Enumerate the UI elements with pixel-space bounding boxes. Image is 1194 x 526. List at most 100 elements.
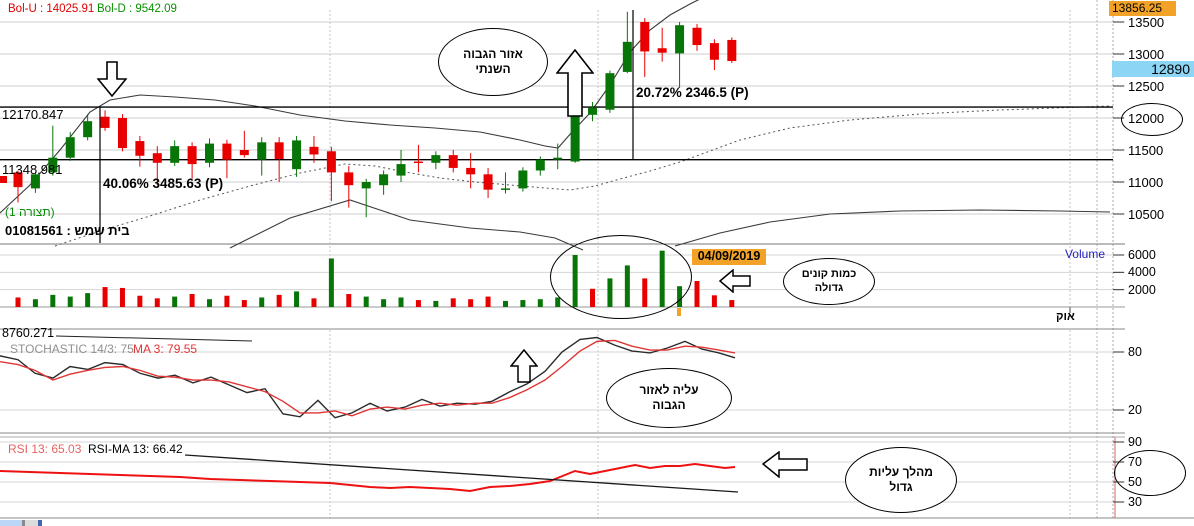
period-high-price-badge: 13856.25 (1109, 1, 1176, 16)
annotation-ellipse-rsi-move[interactable]: מהלך עליות גדול (845, 447, 957, 513)
volume-bar (520, 300, 526, 307)
price-marker-tick (0, 176, 7, 183)
volume-bar (363, 296, 369, 307)
stoch-tick-label: 80 (1128, 345, 1142, 359)
candle-body (239, 150, 249, 156)
candle-body (30, 174, 40, 189)
candle-body (553, 157, 563, 160)
candle-body (257, 142, 267, 160)
horizontal-scrollbar-thumb-edge[interactable] (22, 520, 25, 526)
volume-bar (694, 281, 700, 307)
month-axis-label: אוק (1056, 311, 1075, 323)
annotation-ellipse-buyers[interactable]: כמות קונים גדולה (783, 258, 875, 305)
up-arrow-annotation[interactable] (556, 49, 594, 117)
candle-body (448, 155, 458, 168)
volume-bar (311, 298, 317, 307)
left-arrow-rsi-annotation[interactable] (762, 451, 808, 478)
rsi-tick-label: 70 (1128, 455, 1142, 469)
volume-bar (276, 294, 282, 307)
chart-config-label: (תצורה 1) (5, 205, 55, 219)
horizontal-scrollbar-track[interactable] (0, 520, 22, 526)
candle-body (274, 142, 284, 159)
volume-bar (207, 299, 213, 307)
candle-body (675, 25, 685, 54)
candle-body (640, 22, 650, 52)
candle-body (361, 182, 371, 189)
annotation-ellipse-high-zone[interactable]: אזור הגבוה השנתי (438, 28, 548, 96)
volume-bar (711, 295, 717, 307)
up-arrow-shape (510, 349, 538, 383)
instrument-name-label: בית שמש : 01081561 (5, 223, 130, 238)
selected-date-tick (677, 308, 681, 316)
candle-body (396, 164, 406, 176)
volume-bar (85, 293, 91, 307)
stochastic-line (0, 336, 736, 419)
volume-tick-label: 6000 (1128, 248, 1156, 262)
candle-body (135, 141, 145, 156)
candle-body (292, 140, 302, 170)
volume-bar (241, 300, 247, 307)
rsi-tick-label: 90 (1128, 435, 1142, 449)
volume-bar (189, 294, 195, 307)
stoch-trendline (55, 335, 253, 342)
stochastic-ma-line (0, 339, 736, 417)
volume-bar (468, 299, 474, 307)
last-price-badge: 12890 (1112, 61, 1194, 77)
horizontal-scrollbar-thumb[interactable] (25, 520, 38, 526)
candle-body (692, 27, 702, 46)
annotation-ellipse-12000-tick[interactable] (1121, 103, 1183, 136)
candle-body (727, 39, 737, 62)
candle-body (309, 146, 319, 155)
candle-body (588, 107, 598, 115)
annotation-text: גדול (889, 480, 913, 494)
volume-bar (172, 296, 178, 307)
horizontal-scrollbar-thumb-edge[interactable] (38, 520, 42, 526)
annotation-text: מהלך עליות (869, 465, 933, 479)
price-tick-label: 13500 (1128, 15, 1165, 30)
candle-body (326, 151, 336, 173)
volume-bar (67, 296, 73, 307)
stoch-tick-label: 20 (1128, 403, 1142, 417)
annotation-ellipse-rsi-ticks[interactable] (1114, 450, 1186, 496)
volume-bar (102, 287, 108, 307)
annotation-text: גדולה (814, 281, 844, 294)
volume-bar (398, 297, 404, 307)
volume-bar (555, 297, 561, 307)
volume-bar (50, 294, 56, 307)
volume-bar (32, 299, 38, 307)
rsi-tick-label: 50 (1128, 475, 1142, 489)
volume-tick-label: 4000 (1128, 265, 1156, 280)
annotation-ellipse-stoch-rise[interactable]: עליה לאזור הגבוה (606, 368, 732, 428)
down-arrow-annotation[interactable] (97, 61, 127, 97)
candle-body (13, 172, 23, 188)
level-lower-label: 11348.981 (2, 162, 63, 177)
volume-bar (154, 298, 160, 307)
candle-body (170, 146, 180, 163)
volume-bar (537, 299, 543, 307)
annotation-ellipse-volume-circle[interactable] (550, 235, 692, 319)
up-arrow-stoch-annotation[interactable] (510, 349, 538, 383)
annotation-text: אזור הגבוה (463, 47, 523, 61)
rsi-legend: RSI 13: 65.03 (8, 442, 82, 456)
annotation-text: השנתי (475, 62, 511, 76)
candle-body (379, 174, 389, 186)
bollinger-lower-legend: Bol-D : 9542.09 (97, 3, 177, 15)
left-arrow-volume-annotation[interactable] (719, 269, 751, 293)
price-tick-label: 10500 (1128, 207, 1165, 222)
candle-body (100, 116, 110, 128)
rsi-trendline (184, 454, 739, 493)
candle-body (431, 155, 441, 163)
left-arrow-shape (719, 269, 751, 293)
volume-tick-label: 2000 (1128, 282, 1156, 297)
volume-bar (450, 298, 456, 307)
volume-bar (224, 295, 230, 307)
selected-date-badge[interactable]: 04/09/2019 (692, 249, 766, 265)
volume-bar (119, 287, 125, 307)
candle-body (152, 153, 162, 163)
candle-body (187, 146, 197, 165)
bollinger-upper-legend: Bol-U : 14025.91 (8, 3, 95, 15)
candle-body (657, 48, 667, 53)
candle-body (518, 170, 528, 189)
candle-body (222, 143, 232, 160)
